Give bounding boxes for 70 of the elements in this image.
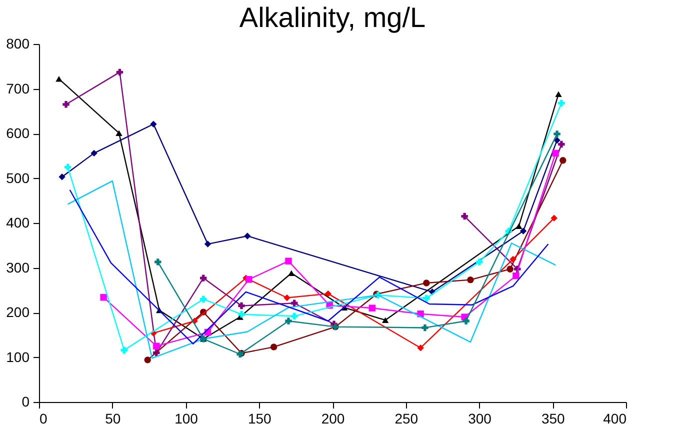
point (200, 274, 207, 282)
point (238, 302, 245, 310)
point (58, 174, 66, 180)
point (64, 164, 72, 170)
point (150, 120, 157, 128)
point (100, 294, 107, 301)
point (144, 356, 151, 364)
point (324, 290, 332, 298)
point (423, 280, 430, 286)
point (90, 150, 98, 157)
point (288, 270, 295, 276)
point (506, 266, 514, 272)
point (558, 100, 565, 106)
point (555, 91, 562, 98)
x-tick-label: 350 (541, 410, 566, 426)
point (510, 256, 516, 263)
x-tick-label: 400 (603, 410, 627, 426)
point (368, 304, 376, 312)
point (56, 76, 62, 82)
x-tick-label: 250 (394, 410, 418, 426)
y-tick-label: 200 (6, 304, 30, 320)
point (116, 68, 124, 76)
point (270, 344, 278, 350)
point (558, 140, 565, 148)
y-tick-label: 300 (6, 259, 30, 276)
y-tick-label: 400 (6, 214, 30, 230)
point (422, 324, 428, 332)
point (554, 136, 560, 144)
point (62, 101, 70, 108)
y-tick-label: 800 (6, 36, 30, 52)
point (238, 310, 245, 318)
point (560, 157, 566, 164)
x-tick-label: 150 (248, 410, 272, 426)
point (512, 272, 520, 280)
point (204, 240, 212, 248)
y-tick-label: 100 (6, 348, 30, 365)
point (153, 342, 160, 350)
x-tick-label: 50 (105, 410, 121, 426)
point (244, 232, 251, 240)
x-tick-label: 300 (468, 410, 492, 426)
point (120, 346, 128, 354)
point (476, 258, 483, 266)
point (284, 294, 290, 302)
point (520, 228, 527, 234)
x-tick-label: 0 (40, 410, 48, 426)
y-tick-label: 700 (6, 80, 30, 96)
point (516, 223, 522, 230)
point (554, 130, 560, 138)
point (461, 212, 468, 220)
point (290, 312, 298, 320)
point (423, 294, 430, 302)
y-tick-label: 500 (6, 170, 30, 186)
point (552, 150, 559, 157)
x-tick-label: 200 (321, 410, 345, 426)
point (382, 317, 389, 324)
point (285, 318, 292, 324)
point (200, 296, 207, 302)
point (417, 344, 424, 352)
x-tick-label: 100 (174, 410, 198, 426)
point (290, 300, 298, 306)
point (467, 276, 474, 284)
y-tick-label: 600 (6, 125, 30, 141)
point (285, 258, 292, 264)
point (550, 214, 558, 222)
point (154, 258, 162, 266)
point (462, 318, 470, 324)
point (116, 130, 122, 136)
point (246, 276, 252, 283)
chart-title: Alkalinity, mg/L (239, 2, 426, 33)
y-tick-label: 0 (22, 394, 30, 410)
